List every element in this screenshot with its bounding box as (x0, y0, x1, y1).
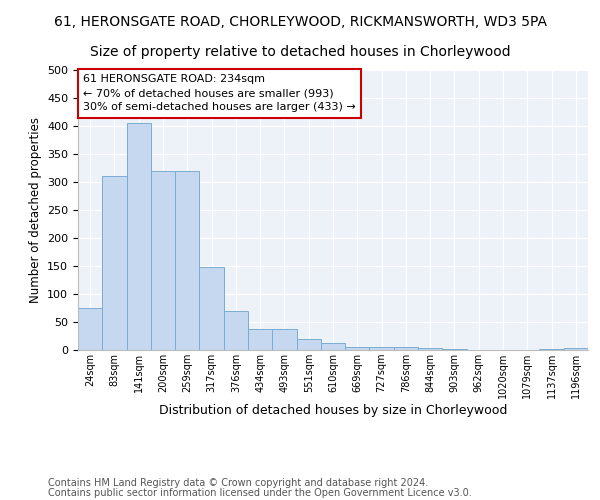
Bar (564, 348, 588, 350)
Bar (224, 311, 248, 350)
Bar (296, 339, 321, 350)
Bar (78, 308, 102, 350)
Bar (199, 267, 224, 350)
Bar (370, 347, 394, 350)
Bar (272, 330, 296, 350)
Bar (175, 171, 199, 350)
Y-axis label: Number of detached properties: Number of detached properties (29, 117, 41, 303)
Bar (248, 330, 272, 350)
Bar (321, 342, 345, 350)
Bar (345, 347, 370, 350)
Text: 61, HERONSGATE ROAD, CHORLEYWOOD, RICKMANSWORTH, WD3 5PA: 61, HERONSGATE ROAD, CHORLEYWOOD, RICKMA… (53, 15, 547, 29)
Bar (539, 349, 564, 350)
Bar (151, 171, 175, 350)
Text: Contains HM Land Registry data © Crown copyright and database right 2024.: Contains HM Land Registry data © Crown c… (48, 478, 428, 488)
Bar (418, 348, 442, 350)
Bar (102, 176, 127, 350)
Bar (442, 349, 467, 350)
Bar (127, 123, 151, 350)
Text: Size of property relative to detached houses in Chorleywood: Size of property relative to detached ho… (89, 45, 511, 59)
Bar (394, 347, 418, 350)
Text: Contains public sector information licensed under the Open Government Licence v3: Contains public sector information licen… (48, 488, 472, 498)
Text: 61 HERONSGATE ROAD: 234sqm
← 70% of detached houses are smaller (993)
30% of sem: 61 HERONSGATE ROAD: 234sqm ← 70% of deta… (83, 74, 356, 112)
X-axis label: Distribution of detached houses by size in Chorleywood: Distribution of detached houses by size … (159, 404, 507, 416)
